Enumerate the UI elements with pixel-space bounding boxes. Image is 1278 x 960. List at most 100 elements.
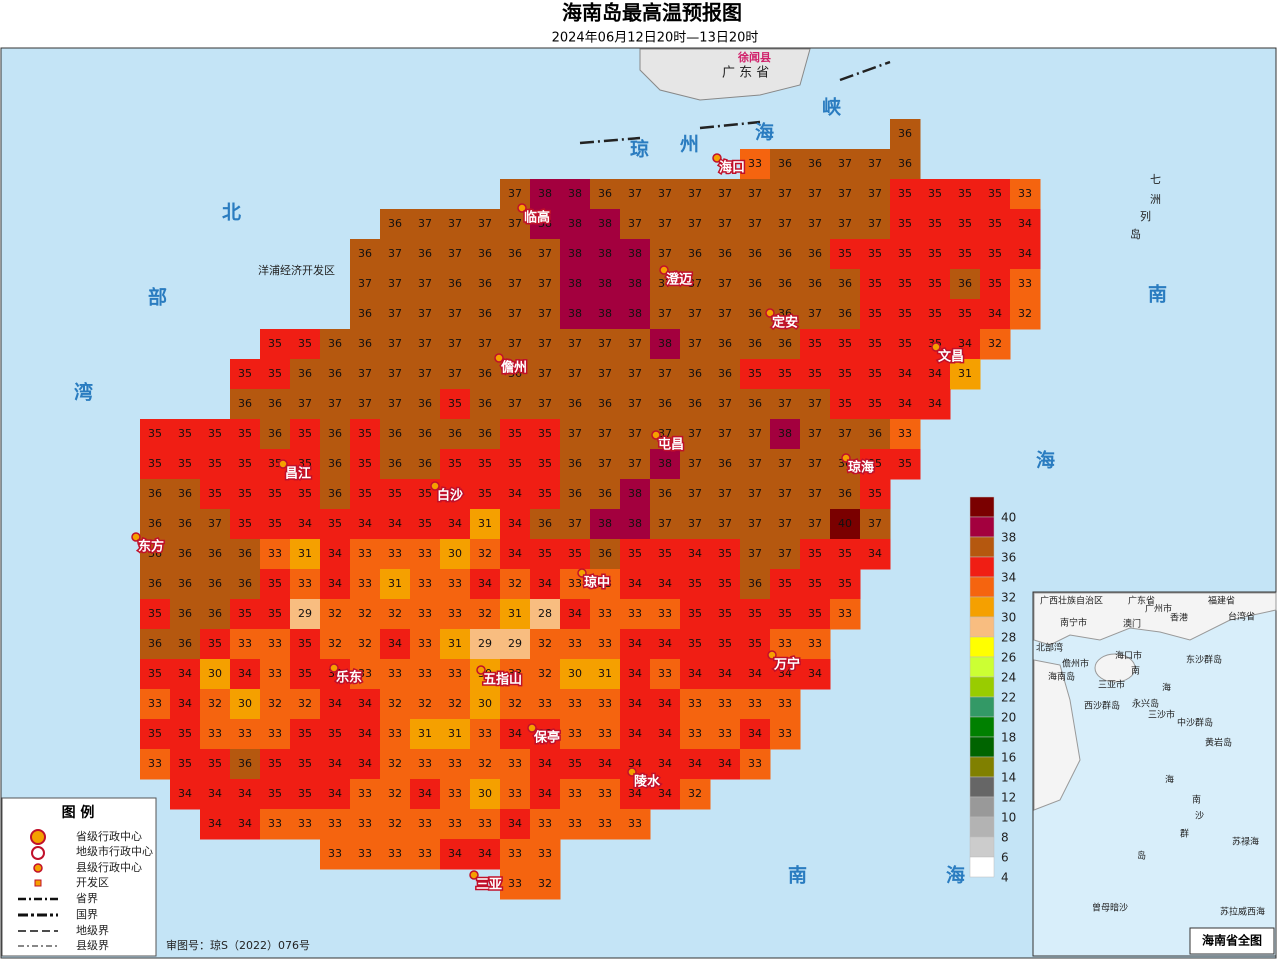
temp-value: 37 [298,397,312,410]
temp-value: 36 [688,397,702,410]
temp-value: 36 [478,247,492,260]
temp-cell [620,719,651,750]
temp-value: 37 [778,397,792,410]
inset-label: 曾母暗沙 [1092,902,1128,914]
temp-value: 33 [208,727,222,740]
place-label: 昌江 [285,466,311,482]
temp-cell [470,599,501,630]
temp-cell [590,419,621,450]
temp-cell [890,269,921,300]
temp-cell [590,509,621,540]
temp-value: 34 [658,727,672,740]
temp-value: 36 [688,367,702,380]
place-label: 海口 [719,160,745,176]
temp-value: 33 [598,817,612,830]
legend-item: 县级行政中心 [76,860,142,874]
temp-value: 35 [688,637,702,650]
temp-value: 35 [478,457,492,470]
temp-value: 34 [718,757,732,770]
temp-value: 36 [598,547,612,560]
temp-value: 37 [388,367,402,380]
temp-value: 37 [598,337,612,350]
temp-cell [590,599,621,630]
scale-box [969,616,995,638]
temp-cell [650,209,681,240]
temp-cell [860,299,891,330]
temp-cell [620,479,651,510]
temp-value: 33 [388,727,402,740]
temp-value: 37 [808,457,822,470]
place-label: 五指山 [483,672,522,688]
temp-cell [560,299,591,330]
temp-cell [320,749,351,780]
temp-cell [800,659,831,690]
temp-value: 36 [238,577,252,590]
temp-value: 35 [718,637,732,650]
temp-value: 32 [688,787,702,800]
temp-cell [740,449,771,480]
temp-cell [380,359,411,390]
temp-value: 34 [658,787,672,800]
temp-cell [200,719,231,750]
temp-value: 35 [928,307,942,320]
temp-value: 35 [928,187,942,200]
temp-value: 34 [208,817,222,830]
temp-value: 36 [568,457,582,470]
temp-cell [950,329,981,360]
temp-value: 37 [448,337,462,350]
temp-value: 34 [658,757,672,770]
temp-value: 40 [838,517,852,530]
scale-label: 36 [1001,551,1016,565]
temp-value: 36 [178,487,192,500]
temp-value: 37 [688,307,702,320]
temp-cell [140,689,171,720]
temp-cell [680,569,711,600]
temp-cell [770,599,801,630]
temp-value: 34 [628,577,642,590]
temp-value: 33 [748,697,762,710]
temp-value: 36 [178,547,192,560]
temp-value: 36 [718,457,732,470]
temp-value: 35 [268,787,282,800]
temp-cell [470,329,501,360]
temp-value: 33 [508,877,522,890]
temp-value: 35 [148,457,162,470]
temp-value: 37 [628,337,642,350]
place-label: 文昌 [938,349,964,365]
temp-cell [500,689,531,720]
temp-value: 33 [688,727,702,740]
temp-cell [800,539,831,570]
temp-cell [410,269,441,300]
temp-value: 33 [448,757,462,770]
temp-cell [740,389,771,420]
temp-value: 35 [838,247,852,260]
temp-value: 37 [628,427,642,440]
temp-value: 32 [388,817,402,830]
temp-cell [410,779,441,810]
temp-cell [410,419,441,450]
scale-label: 32 [1001,591,1016,605]
symbol [31,846,45,860]
temp-cell [770,239,801,270]
temp-value: 35 [358,487,372,500]
temp-value: 29 [478,637,492,650]
temp-cell [140,449,171,480]
temp-value: 36 [478,277,492,290]
temp-value: 36 [388,457,402,470]
temp-value: 37 [688,217,702,230]
temp-cell [440,209,471,240]
temp-value: 35 [148,427,162,440]
temp-cell [260,779,291,810]
temp-value: 34 [178,697,192,710]
temp-cell [380,479,411,510]
temp-value: 36 [508,247,522,260]
place-marker [931,342,941,352]
temp-value: 33 [1018,187,1032,200]
temp-value: 36 [178,607,192,620]
temp-value: 36 [838,277,852,290]
temp-cell [350,329,381,360]
temp-cell [170,719,201,750]
temp-cell [800,359,831,390]
temp-cell [770,419,801,450]
